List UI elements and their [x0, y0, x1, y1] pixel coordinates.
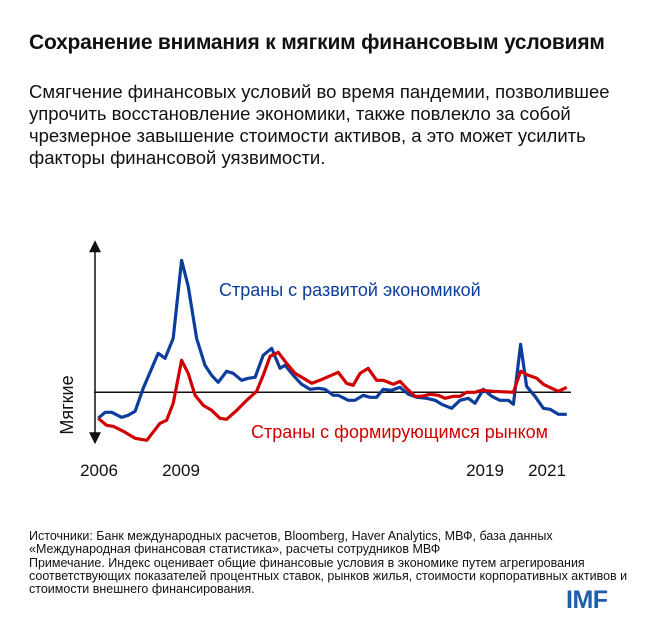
arrow-up-icon — [89, 240, 101, 253]
sources-note: Источники: Банк международных расчетов, … — [29, 529, 553, 557]
imf-logo: IMF — [566, 586, 608, 614]
x-tick-label: 2006 — [80, 461, 118, 480]
methodology-note: Примечание. Индекс оценивает общие финан… — [29, 555, 628, 597]
notes: Источники: Банк международных расчетов, … — [29, 529, 629, 597]
y-axis-label: Мягкие — [57, 375, 77, 434]
chart-subtitle: Смягчение финансовых условий во время па… — [29, 81, 610, 168]
series-label-emerging: Страны с формирующимся рынком — [251, 422, 548, 442]
x-tick-label: 2019 — [466, 461, 504, 480]
line-chart: Страны с развитой экономикой Страны с фо… — [57, 240, 571, 480]
axes — [89, 240, 571, 445]
series-layer — [97, 258, 568, 442]
arrow-down-icon — [89, 432, 101, 445]
series-line-0 — [97, 258, 567, 420]
x-tick-label: 2009 — [162, 461, 200, 480]
series-line-1 — [97, 350, 568, 442]
x-tick-label: 2021 — [528, 461, 566, 480]
x-tick-labels: 2006 2009 2019 2021 — [80, 461, 566, 480]
series-label-advanced: Страны с развитой экономикой — [219, 280, 481, 300]
chart-title: Сохранение внимания к мягким финансовым … — [29, 31, 605, 54]
